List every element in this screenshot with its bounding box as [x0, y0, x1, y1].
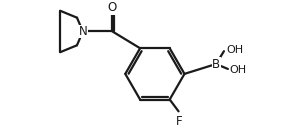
Text: OH: OH — [226, 45, 243, 55]
Text: B: B — [212, 58, 220, 71]
Text: N: N — [78, 25, 87, 38]
Text: OH: OH — [230, 65, 247, 75]
Text: F: F — [176, 115, 183, 128]
Text: O: O — [108, 1, 117, 14]
